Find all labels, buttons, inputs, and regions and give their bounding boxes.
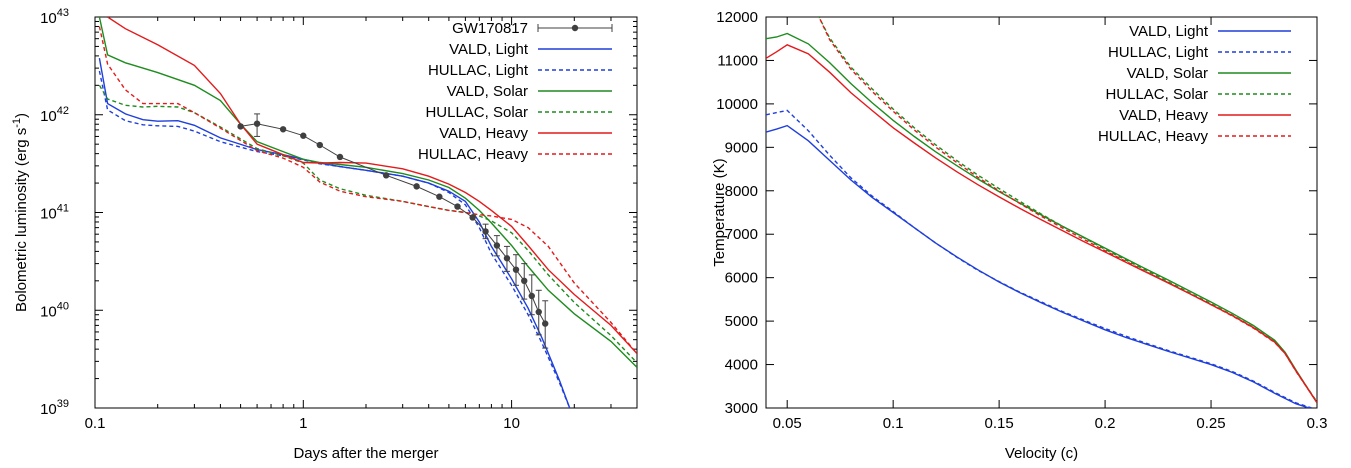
series-line-hullac-heavy <box>98 26 637 355</box>
observed-point <box>436 193 443 200</box>
series-lines <box>98 17 637 408</box>
observed-point <box>454 203 461 210</box>
legend-label: HULLAC, Heavy <box>1098 128 1209 145</box>
series-line-vald-heavy <box>107 17 637 355</box>
observed-point <box>503 255 511 262</box>
plot-frame <box>765 16 1318 409</box>
observed-point <box>237 123 244 130</box>
observed-point <box>316 141 323 149</box>
y-tick-base: 10 <box>40 401 57 418</box>
y-tick-base: 10 <box>40 206 57 223</box>
legend-label: VALD, Heavy <box>1119 107 1208 124</box>
legend-label: GW170817 <box>452 20 528 37</box>
series-line-vald-solar <box>98 17 637 368</box>
y-axis-label-main: Bolometric luminosity (erg s <box>13 128 30 312</box>
observed-point <box>413 183 420 190</box>
y-tick-label: 1040 <box>40 300 69 320</box>
x-tick-label: 0.1 <box>85 415 106 432</box>
x-tick-label: 0.25 <box>1196 415 1225 432</box>
y-tick-label: 11000 <box>717 52 758 69</box>
y-tick-base: 10 <box>40 10 57 27</box>
series-line-hullac-light <box>766 109 1315 408</box>
chart-panel-2: 0.05 0.1 0.15 0.2 0.25 0.3 3000 4000 5000 6000 700… <box>711 9 1328 462</box>
series-line-hullac-light <box>98 70 571 408</box>
legend-label: VALD, Light <box>449 41 529 58</box>
y-tick-label: 10000 <box>716 96 758 113</box>
observed-point <box>279 126 287 133</box>
observed-point <box>528 292 535 300</box>
x-tick-label: 0.1 <box>883 415 904 432</box>
legend-label: VALD, Light <box>1129 23 1209 40</box>
y-tick-base: 10 <box>40 108 57 125</box>
legend-label: HULLAC, Solar <box>1105 86 1208 103</box>
observed-point <box>542 320 549 327</box>
y-axis-label-end: ) <box>13 113 30 118</box>
legend-label: VALD, Solar <box>1127 65 1208 82</box>
x-axis-label: Days after the merger <box>293 445 438 462</box>
y-tick-label: 1043 <box>40 7 69 27</box>
series-line-vald-solar <box>766 32 1317 404</box>
observed-point <box>512 266 520 273</box>
x-tick-label: 1 <box>299 415 307 432</box>
y-tick-base: 10 <box>40 303 57 320</box>
x-tick-label: 0.05 <box>773 415 802 432</box>
observed-point <box>535 308 542 316</box>
y-tick-label: 3000 <box>725 400 758 417</box>
y-tick-label: 8000 <box>725 183 758 200</box>
legend-label: VALD, Heavy <box>439 125 528 142</box>
legend-swatch-marker <box>571 24 579 32</box>
y-tick-exponent: 43 <box>57 7 69 19</box>
x-tick-label: 0.15 <box>985 415 1014 432</box>
y-tick-label: 5000 <box>725 313 758 330</box>
y-tick-label: 4000 <box>725 357 758 374</box>
series-line-hullac-solar <box>818 17 1317 403</box>
x-tick-label: 10 <box>503 415 520 432</box>
series-line-vald-light <box>766 124 1312 408</box>
y-axis-label: Temperature (K) <box>711 158 728 266</box>
plot-frame <box>94 16 638 409</box>
legend-label: HULLAC, Heavy <box>418 146 529 163</box>
x-tick-label: 0.3 <box>1307 415 1328 432</box>
observed-point <box>521 277 528 285</box>
legend: VALD, Light HULLAC, Light VALD, Solar HULLA… <box>1098 23 1291 145</box>
y-tick-exponent: 41 <box>57 203 69 215</box>
x-tick-label: 0.2 <box>1095 415 1116 432</box>
y-tick-label: 12000 <box>716 9 758 26</box>
y-tick-label: 1042 <box>40 105 69 125</box>
y-tick-label: 7000 <box>725 226 758 243</box>
observed-point <box>382 172 390 179</box>
series-line-hullac-heavy <box>818 17 1317 403</box>
y-tick-label: 1039 <box>40 398 69 418</box>
legend: GW170817 VALD, Light HULLAC, Light VALD, So… <box>418 20 613 163</box>
series-lines <box>766 17 1317 408</box>
legend-label: VALD, Solar <box>447 83 528 100</box>
legend-label: HULLAC, Solar <box>425 104 528 121</box>
y-tick-label: 1041 <box>40 203 69 223</box>
legend-label: HULLAC, Light <box>428 62 529 79</box>
observed-point <box>482 228 489 235</box>
observed-point <box>493 242 501 249</box>
series-line-vald-heavy <box>766 44 1317 404</box>
legend-label: HULLAC, Light <box>1108 44 1209 61</box>
observed-point <box>469 214 476 221</box>
series-line-hullac-solar <box>98 84 637 364</box>
observed-point <box>300 132 307 139</box>
y-axis-label: Bolometric luminosity (erg s-1) <box>11 113 30 312</box>
y-tick-exponent: 42 <box>57 105 69 117</box>
observed-point <box>253 120 261 127</box>
observed-data <box>237 113 549 349</box>
y-tick-exponent: 40 <box>57 300 69 312</box>
observed-point <box>336 153 344 161</box>
y-tick-label: 9000 <box>725 139 758 156</box>
y-tick-label: 6000 <box>725 270 758 287</box>
x-axis-label: Velocity (c) <box>1005 445 1078 462</box>
y-tick-exponent: 39 <box>57 398 69 410</box>
y-axis-label-sup: -1 <box>11 118 23 128</box>
